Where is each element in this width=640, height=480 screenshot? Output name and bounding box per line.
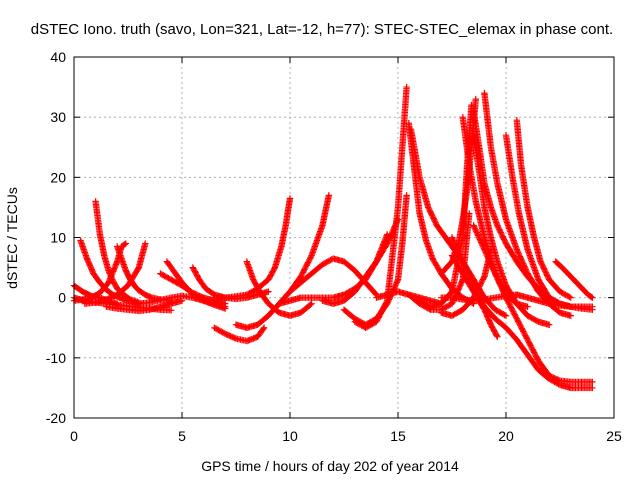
series-markers — [438, 291, 520, 304]
series-arc-32 — [470, 222, 596, 386]
series-arc-39 — [438, 291, 520, 304]
x-tick-label: 20 — [498, 428, 514, 444]
series-markers — [135, 292, 229, 310]
series-arc-13 — [211, 195, 294, 301]
x-tick-label: 5 — [178, 428, 186, 444]
plot-area — [70, 83, 596, 392]
x-tick-label: 15 — [390, 428, 406, 444]
y-tick-label: 30 — [50, 109, 66, 125]
series-markers — [286, 255, 380, 298]
series-arc-14 — [211, 324, 268, 345]
y-tick-label: -20 — [46, 410, 66, 426]
y-axis-label: dSTEC / TECUs — [4, 187, 20, 289]
series-markers — [103, 297, 186, 315]
chart-title: dSTEC Iono. truth (savo, Lon=321, Lat=-1… — [31, 21, 613, 38]
y-tick-label: 20 — [50, 169, 66, 185]
series-markers — [470, 132, 553, 328]
series-arc-35 — [502, 132, 574, 310]
series-arc-36 — [513, 117, 574, 301]
y-tick-label: 0 — [58, 290, 66, 306]
series-markers — [211, 324, 268, 345]
y-tick-label: 40 — [50, 49, 66, 65]
series-arc-30 — [470, 132, 553, 328]
series-markers — [552, 258, 596, 301]
series-markers — [502, 132, 574, 310]
tick-labels: 0 5 10 15 20 25 -20 -10 0 10 20 30 40 — [46, 49, 622, 444]
y-tick-label: -10 — [46, 350, 66, 366]
y-tick-label: 10 — [50, 230, 66, 246]
plot-border — [73, 56, 615, 419]
series-arc-08 — [103, 297, 186, 315]
x-axis-label: GPS time / hours of day 202 of year 2014 — [201, 458, 459, 474]
series-arc-38 — [552, 258, 596, 301]
series-markers — [513, 117, 574, 301]
x-tick-label: 10 — [282, 428, 298, 444]
series-arc-17 — [286, 255, 380, 298]
series-arc-12 — [135, 292, 229, 310]
x-tick-label: 25 — [606, 428, 622, 444]
series-markers — [373, 288, 445, 307]
series-arc-16 — [243, 258, 315, 319]
series-markers — [211, 195, 294, 301]
x-tick-label: 0 — [70, 428, 78, 444]
series-markers — [243, 258, 315, 319]
series-markers — [470, 222, 596, 386]
series-arc-40 — [373, 288, 445, 307]
